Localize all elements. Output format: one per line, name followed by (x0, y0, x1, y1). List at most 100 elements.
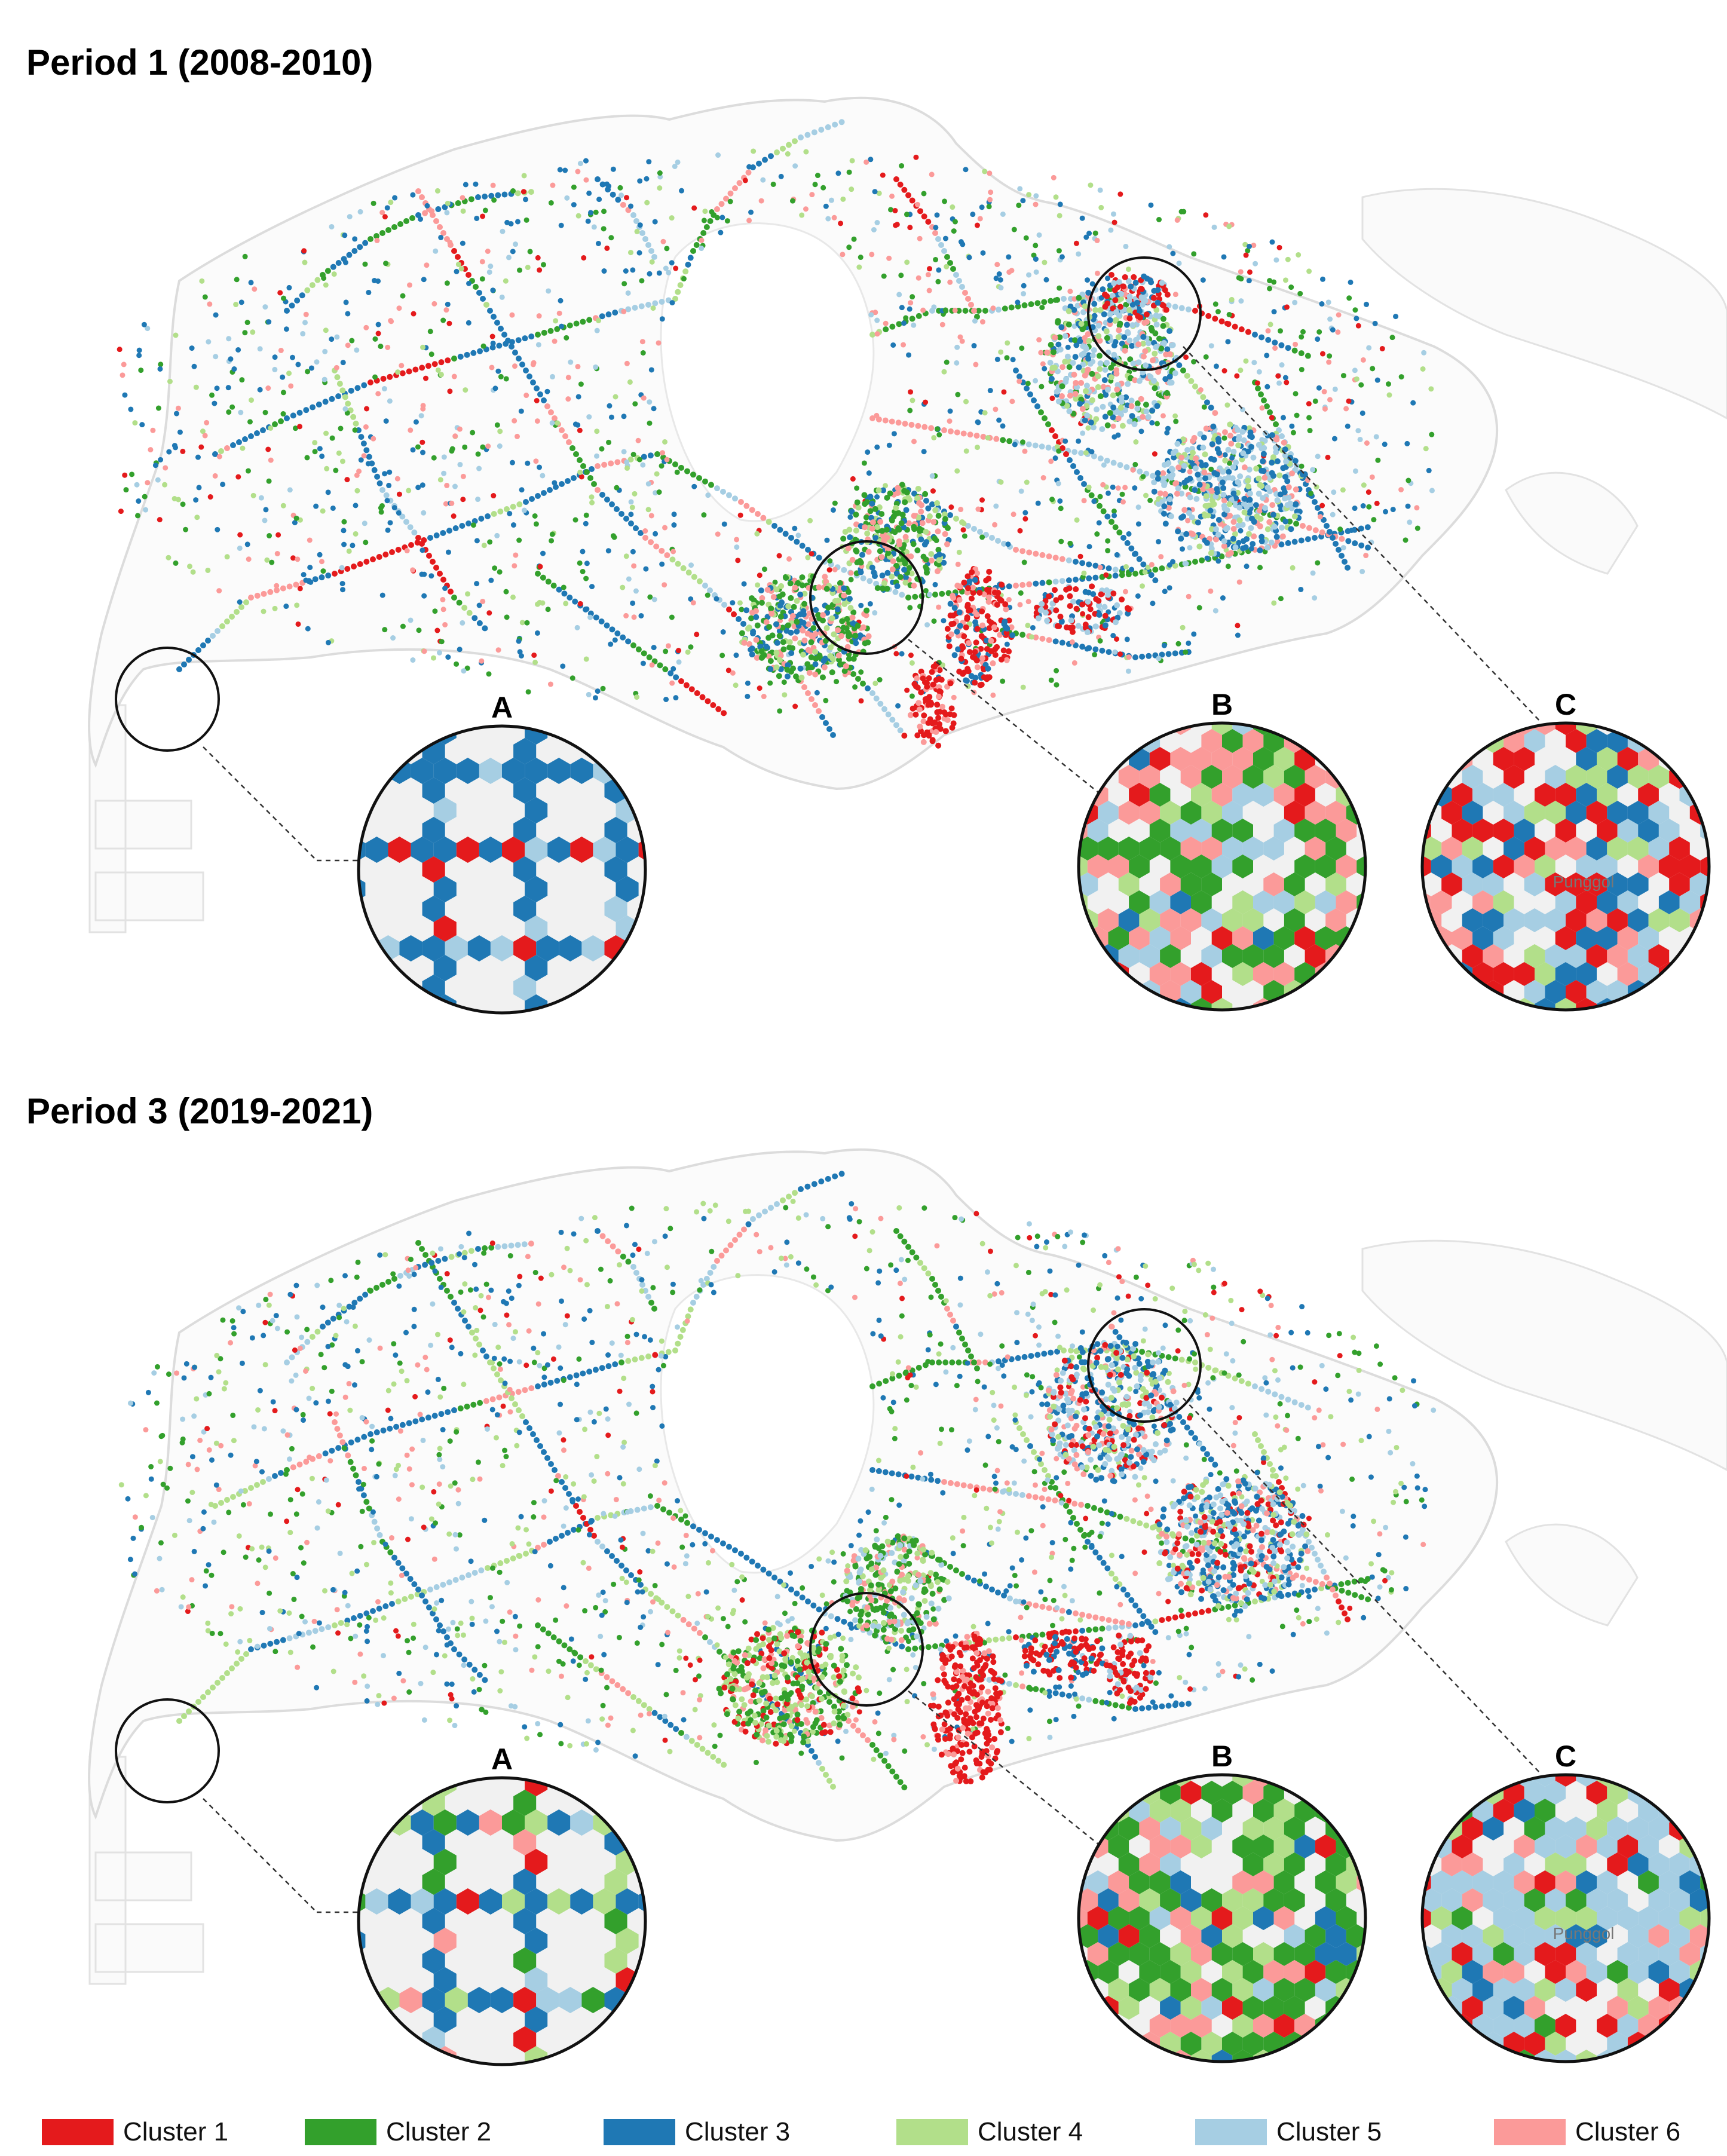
hex-cell (926, 513, 933, 520)
hex-cell (618, 511, 624, 517)
hex-cell (1215, 516, 1222, 523)
hex-cell (485, 248, 491, 254)
hex-cell (737, 512, 743, 518)
hex-cell (1033, 634, 1039, 641)
hex-cell (1279, 433, 1285, 439)
hex-cell (1316, 329, 1322, 335)
hex-cell (1187, 545, 1193, 551)
hex-cell (498, 373, 504, 379)
hex-cell (1191, 631, 1197, 637)
inset-hex-cell (1263, 837, 1284, 860)
hex-cell (868, 312, 874, 318)
hex-cell (893, 176, 899, 182)
hex-cell (406, 488, 412, 494)
hex-cell (1034, 403, 1040, 409)
hex-cell (1185, 517, 1191, 523)
hex-cell (476, 466, 482, 471)
hex-cell (967, 431, 973, 438)
hex-cell (584, 561, 590, 566)
hex-cell (323, 327, 329, 333)
hex-cell (1090, 424, 1097, 431)
hex-cell (535, 332, 541, 338)
hex-cell (482, 625, 488, 632)
hex-cell (1087, 606, 1094, 612)
hex-cell (886, 255, 892, 261)
hex-cell (893, 562, 899, 569)
hex-cell (780, 639, 786, 645)
hex-cell (1352, 540, 1358, 547)
hex-cell (996, 417, 1002, 423)
inset-hex-cell (1504, 837, 1524, 860)
hex-cell (944, 254, 950, 260)
hex-cell (760, 514, 767, 521)
hex-cell (352, 236, 358, 242)
hex-cell (1201, 404, 1207, 410)
hex-cell (577, 601, 583, 607)
hex-cell (323, 430, 329, 436)
hex-cell (1196, 482, 1203, 488)
hex-cell (850, 656, 857, 662)
hex-cell (649, 259, 655, 265)
hex-cell (1390, 507, 1396, 513)
hex-cell (1315, 505, 1321, 511)
hex-cell (1134, 405, 1141, 412)
hex-cell (523, 368, 529, 373)
hex-cell (1256, 491, 1262, 497)
hex-cell (583, 158, 589, 164)
hex-cell (981, 591, 987, 598)
hex-cell (408, 427, 414, 433)
hex-cell (1096, 611, 1103, 618)
hex-cell (1040, 361, 1046, 367)
hex-cell (942, 235, 948, 241)
inset-hex-cell (1555, 819, 1576, 843)
hex-cell (919, 520, 926, 526)
hex-cell (878, 511, 885, 517)
hex-cell (1059, 578, 1065, 584)
hex-cell (167, 378, 173, 384)
hex-cell (701, 512, 707, 518)
hex-cell (1009, 632, 1016, 639)
hex-cell (427, 329, 433, 335)
hex-cell (1251, 519, 1257, 525)
hex-cell (421, 648, 427, 654)
inset-hex-cell (1472, 926, 1493, 950)
hex-cell (971, 343, 977, 349)
hex-cell (1153, 321, 1160, 328)
hex-cell (1316, 385, 1322, 391)
hex-cell (1162, 491, 1168, 497)
hex-cell (877, 519, 884, 525)
hex-cell (180, 501, 186, 507)
hex-cell (1085, 331, 1091, 338)
hex-cell (899, 305, 905, 311)
hex-cell (935, 742, 942, 749)
hex-cell (1128, 283, 1134, 290)
hex-cell (727, 198, 733, 204)
hex-cell (1326, 359, 1332, 365)
hex-cell (1065, 577, 1072, 584)
hex-cell (1039, 305, 1045, 311)
hex-cell (1151, 479, 1158, 486)
inset-hex-cell (1597, 926, 1618, 950)
hex-cell (1190, 449, 1196, 456)
hex-cell (841, 667, 848, 674)
hex-cell (1054, 667, 1060, 673)
hex-cell (567, 322, 573, 329)
hex-cell (1178, 535, 1184, 542)
hex-cell (1092, 230, 1098, 236)
hex-cell (254, 430, 260, 436)
hex-cell (904, 489, 910, 496)
hex-cell (912, 593, 918, 600)
hex-cell (829, 615, 835, 621)
hex-cell (586, 317, 593, 323)
hex-cell (198, 444, 204, 450)
inset-hex-cell (1607, 908, 1628, 932)
hex-cell (688, 596, 694, 602)
hex-cell (822, 656, 829, 662)
inset-hex-cell (1201, 944, 1222, 968)
hex-cell (726, 492, 732, 498)
hex-cell (1093, 596, 1100, 602)
inset-hex-cell (1545, 980, 1566, 1004)
hex-cell (936, 432, 942, 438)
inset-hex-cell (1617, 819, 1639, 843)
hex-cell (189, 345, 195, 351)
